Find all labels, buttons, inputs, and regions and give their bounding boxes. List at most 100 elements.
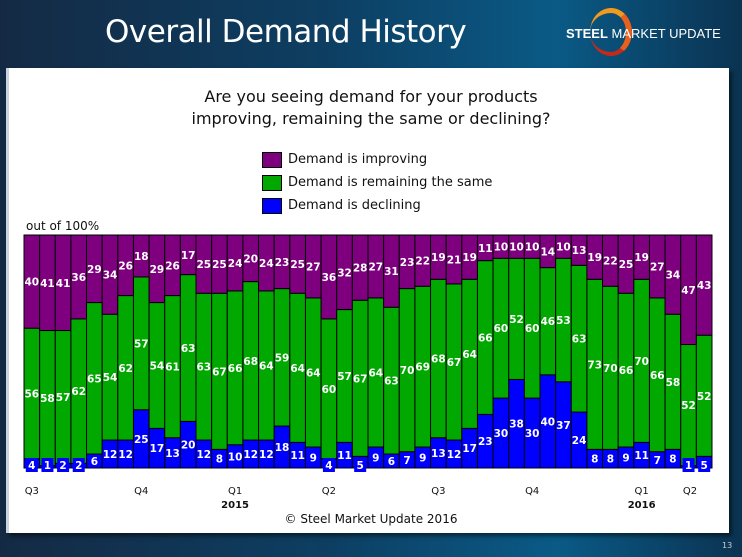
data-label-improving: 31 xyxy=(384,266,399,278)
data-label-improving: 32 xyxy=(337,267,352,279)
bar-stack xyxy=(414,234,432,469)
data-label-declining: 5 xyxy=(701,460,708,472)
data-label-declining: 1 xyxy=(44,460,51,472)
data-label-same: 67 xyxy=(447,357,462,369)
data-label-improving: 27 xyxy=(306,261,321,273)
data-label-improving: 10 xyxy=(509,242,524,254)
data-label-same: 64 xyxy=(259,360,274,372)
chart-title: Are you seeing demand for your products … xyxy=(0,86,742,130)
data-label-declining: 17 xyxy=(150,443,165,455)
x-tick-label: Q1 xyxy=(635,486,649,497)
bar-stack xyxy=(602,234,619,469)
bar-stack xyxy=(476,234,494,469)
data-label-declining: 6 xyxy=(388,456,395,468)
data-label-declining: 11 xyxy=(634,450,649,462)
bar-stack xyxy=(101,234,119,469)
data-label-improving: 10 xyxy=(494,242,509,254)
bar-improving xyxy=(695,234,713,336)
data-label-improving: 26 xyxy=(118,260,133,272)
legend-item-same: Demand is remaining the same xyxy=(262,171,492,194)
data-label-same: 54 xyxy=(103,372,118,384)
x-tick-label: Q3 xyxy=(25,486,39,497)
slide-title: Overall Demand History xyxy=(105,14,467,50)
data-label-improving: 21 xyxy=(447,254,462,266)
x-tick-label: Q2 xyxy=(322,486,336,497)
legend-label-declining: Demand is declining xyxy=(288,198,421,213)
data-label-same: 64 xyxy=(369,367,384,379)
bar-stack xyxy=(492,234,510,469)
data-label-improving: 27 xyxy=(369,261,384,273)
logo-word-market: MARKET xyxy=(607,26,666,41)
bar-stack xyxy=(70,234,88,469)
data-label-declining: 2 xyxy=(75,460,82,472)
data-label-same: 53 xyxy=(556,315,571,327)
copyright-text: © Steel Market Update 2016 xyxy=(284,512,458,526)
data-label-improving: 25 xyxy=(290,259,305,271)
data-label-improving: 19 xyxy=(587,252,602,264)
data-label-declining: 6 xyxy=(91,456,98,468)
bar-stack xyxy=(445,234,463,469)
legend-swatch-same xyxy=(262,174,282,191)
data-label-same: 62 xyxy=(118,363,133,375)
data-label-improving: 19 xyxy=(462,252,477,264)
data-label-improving: 10 xyxy=(525,242,540,254)
x-tick-label: Q4 xyxy=(525,486,539,497)
bar-stack xyxy=(273,234,291,469)
data-label-box xyxy=(57,458,70,472)
data-label-same: 61 xyxy=(165,362,180,374)
data-label-same: 66 xyxy=(228,363,243,375)
bar-stack xyxy=(54,234,72,469)
data-label-declining: 12 xyxy=(197,449,212,461)
data-label-declining: 9 xyxy=(622,453,629,465)
data-label-same: 73 xyxy=(587,359,602,371)
bar-stack xyxy=(23,234,41,469)
chart-legend: Demand is improving Demand is remaining … xyxy=(262,148,492,217)
bar-stack xyxy=(117,234,134,469)
bar-stack xyxy=(179,234,197,469)
data-label-improving: 18 xyxy=(134,251,149,263)
logo-text: STEEL MARKET UPDATE xyxy=(566,26,721,41)
data-label-improving: 29 xyxy=(150,264,165,276)
data-label-same: 63 xyxy=(197,362,212,374)
bar-stack xyxy=(304,234,322,469)
data-label-same: 60 xyxy=(525,323,540,335)
data-label-improving: 14 xyxy=(541,246,556,258)
data-label-box xyxy=(25,458,38,472)
data-label-same: 68 xyxy=(243,356,258,368)
data-label-same: 58 xyxy=(666,377,681,389)
data-label-improving: 23 xyxy=(275,257,290,269)
data-label-improving: 24 xyxy=(259,258,274,270)
data-label-improving: 34 xyxy=(103,270,118,282)
bar-stack xyxy=(164,234,181,469)
data-label-box xyxy=(698,458,711,472)
logo-word-update: UPDATE xyxy=(665,26,721,41)
bar-stack xyxy=(664,234,682,469)
legend-label-improving: Demand is improving xyxy=(288,152,428,167)
data-label-box xyxy=(682,458,695,472)
data-label-declining: 12 xyxy=(118,449,133,461)
data-label-improving: 25 xyxy=(212,259,227,271)
data-label-box xyxy=(354,458,367,472)
bar-stack xyxy=(39,234,56,469)
data-label-same: 63 xyxy=(181,343,196,355)
legend-swatch-declining xyxy=(262,197,282,214)
data-label-declining: 37 xyxy=(556,420,571,432)
data-label-same: 56 xyxy=(25,388,40,400)
bar-stack xyxy=(633,234,650,469)
data-label-same: 59 xyxy=(275,352,290,364)
data-label-improving: 17 xyxy=(181,250,196,262)
data-label-improving: 41 xyxy=(40,278,55,290)
data-label-same: 67 xyxy=(212,366,227,378)
bar-stack xyxy=(398,234,416,469)
data-label-same: 67 xyxy=(353,373,368,385)
data-label-declining: 9 xyxy=(310,453,317,465)
page-number: 13 xyxy=(722,541,733,550)
data-label-improving: 25 xyxy=(197,259,212,271)
data-label-improving: 36 xyxy=(322,272,337,284)
data-label-same: 64 xyxy=(290,363,305,375)
data-label-declining: 13 xyxy=(431,448,446,460)
data-label-improving: 25 xyxy=(619,259,634,271)
data-label-same: 58 xyxy=(40,393,55,405)
data-label-declining: 8 xyxy=(607,454,614,466)
data-label-same: 57 xyxy=(337,371,352,383)
